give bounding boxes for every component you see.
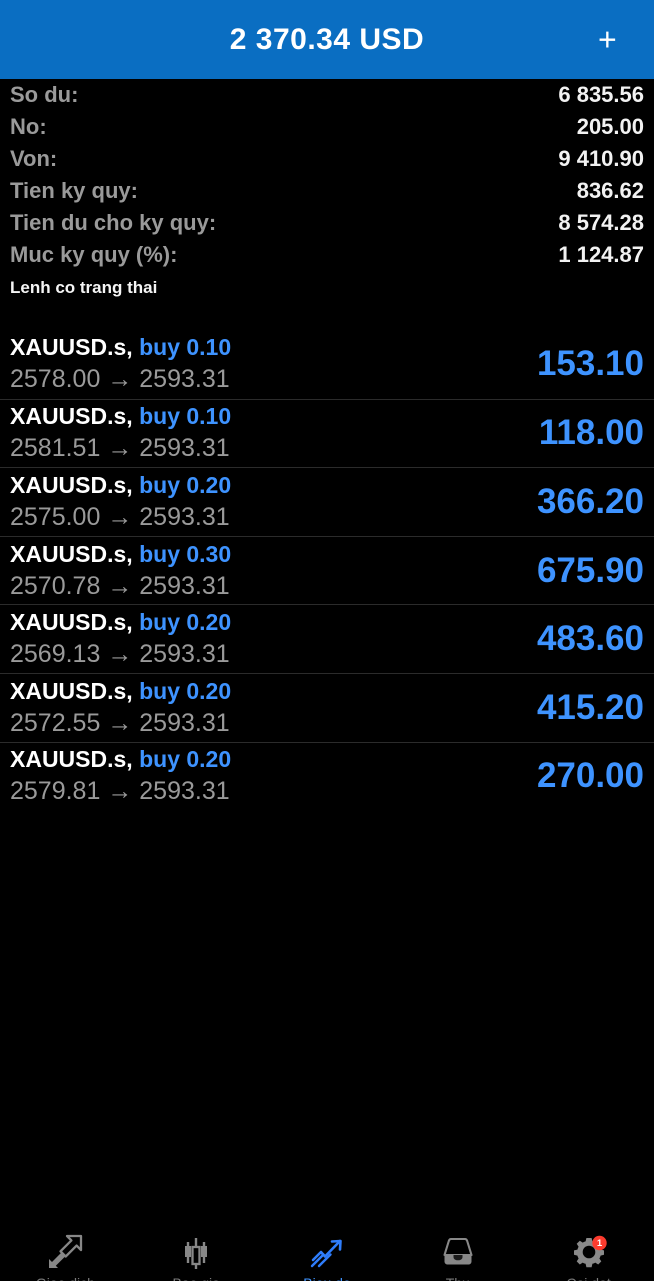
svg-text:1: 1	[596, 1238, 602, 1249]
